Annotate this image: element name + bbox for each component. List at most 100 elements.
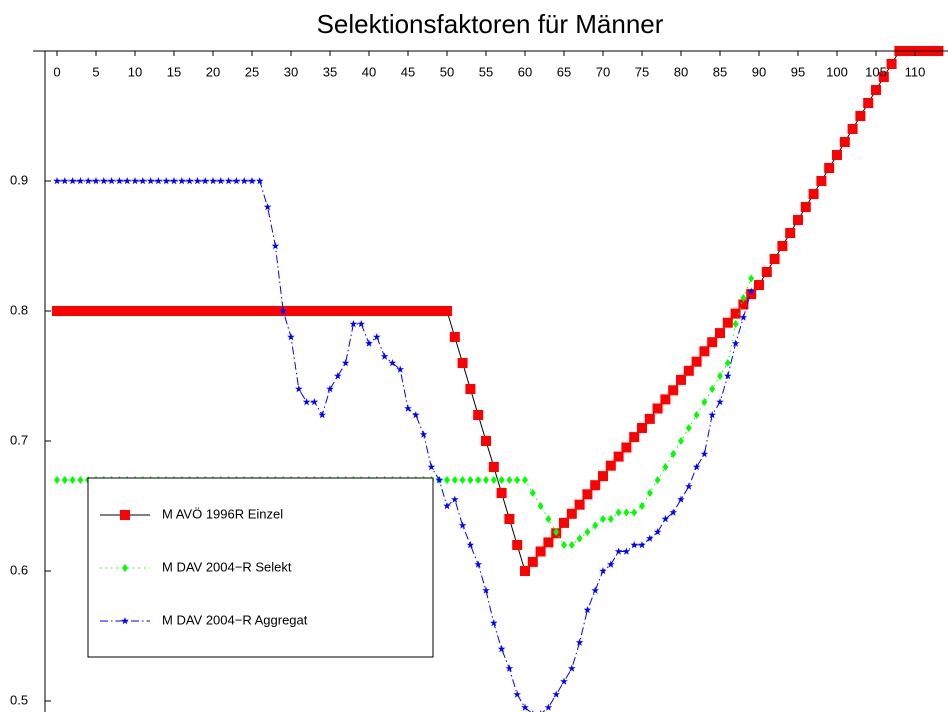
marker-diamond xyxy=(693,411,700,419)
marker-star xyxy=(599,567,607,575)
marker-square xyxy=(730,308,741,319)
x-tick-label: 95 xyxy=(791,64,805,79)
marker-square xyxy=(465,384,476,394)
y-tick-label: 0.6 xyxy=(10,562,28,577)
marker-square xyxy=(239,306,250,316)
marker-star xyxy=(162,177,170,185)
marker-square xyxy=(512,540,523,550)
marker-square xyxy=(613,451,624,462)
marker-square xyxy=(208,306,218,316)
marker-star xyxy=(427,463,436,471)
marker-square xyxy=(535,546,546,557)
marker-diamond xyxy=(717,372,723,380)
marker-star xyxy=(474,560,482,568)
marker-diamond xyxy=(444,476,450,484)
marker-diamond xyxy=(514,476,521,484)
marker-square xyxy=(325,306,335,316)
marker-star xyxy=(170,177,178,185)
marker-square xyxy=(488,462,499,472)
marker-star xyxy=(591,586,599,594)
marker-square xyxy=(403,306,413,316)
marker-diamond xyxy=(678,437,684,445)
marker-square xyxy=(473,410,484,420)
marker-star xyxy=(123,177,131,185)
marker-square xyxy=(496,488,507,498)
marker-diamond xyxy=(685,424,692,432)
x-tick-label: 30 xyxy=(284,64,298,79)
marker-square xyxy=(699,346,710,357)
marker-square xyxy=(169,306,179,316)
marker-square xyxy=(145,306,156,316)
marker-diamond xyxy=(584,528,591,536)
marker-square xyxy=(215,306,226,316)
marker-diamond xyxy=(54,476,60,484)
marker-star xyxy=(700,450,709,458)
marker-star xyxy=(583,606,592,614)
marker-star xyxy=(466,541,475,549)
marker-diamond xyxy=(623,508,630,517)
marker-square xyxy=(114,306,125,316)
marker-star xyxy=(232,177,241,185)
marker-square xyxy=(106,306,117,316)
x-tick-label: 45 xyxy=(401,64,415,79)
marker-square xyxy=(332,306,343,316)
marker-diamond xyxy=(483,476,489,484)
marker-star xyxy=(435,476,443,484)
marker-square xyxy=(379,306,390,316)
marker-diamond xyxy=(654,476,661,484)
marker-star xyxy=(115,177,124,185)
marker-square xyxy=(137,306,148,316)
marker-diamond xyxy=(537,502,544,510)
marker-square xyxy=(644,413,655,424)
marker-star xyxy=(53,177,61,185)
marker-star xyxy=(302,398,311,406)
marker-star xyxy=(349,320,358,328)
marker-star xyxy=(560,677,568,685)
marker-star xyxy=(139,177,147,185)
marker-square xyxy=(590,480,601,491)
marker-diamond xyxy=(459,476,466,484)
marker-square xyxy=(863,98,874,108)
chart-title: Selektionsfaktoren für Männer xyxy=(317,9,664,39)
marker-square xyxy=(91,306,101,316)
marker-diamond xyxy=(467,476,474,484)
marker-square xyxy=(356,306,367,316)
marker-star xyxy=(131,177,139,185)
marker-square xyxy=(637,423,647,433)
marker-diamond xyxy=(545,515,552,523)
x-tick-label: 25 xyxy=(245,64,259,79)
marker-star xyxy=(575,638,584,646)
x-tick-label: 40 xyxy=(362,64,376,79)
marker-star xyxy=(326,385,334,393)
marker-diamond xyxy=(670,450,677,458)
marker-square xyxy=(855,111,866,121)
x-tick-label: 65 xyxy=(557,64,571,79)
marker-star xyxy=(630,541,638,549)
marker-square xyxy=(559,517,569,528)
marker-star xyxy=(412,411,420,419)
x-tick-label: 80 xyxy=(674,64,688,79)
marker-star xyxy=(747,287,755,295)
marker-square xyxy=(878,72,889,82)
marker-diamond xyxy=(522,476,528,484)
marker-star xyxy=(646,534,654,542)
marker-square xyxy=(192,306,203,316)
marker-diamond xyxy=(122,564,128,572)
marker-star xyxy=(497,645,506,653)
marker-star xyxy=(404,404,412,412)
marker-star xyxy=(365,339,373,347)
marker-star xyxy=(334,372,342,380)
y-tick-label: 0.5 xyxy=(10,692,28,707)
x-tick-label: 20 xyxy=(206,64,220,79)
marker-star xyxy=(61,177,69,185)
marker-square xyxy=(605,460,616,471)
marker-diamond xyxy=(631,508,638,517)
marker-star xyxy=(193,177,202,185)
marker-square xyxy=(746,289,757,300)
legend-label: M AVÖ 1996R Einzel xyxy=(162,506,283,521)
marker-star xyxy=(396,365,404,373)
marker-star xyxy=(341,359,350,367)
marker-square xyxy=(67,306,78,316)
marker-star xyxy=(716,398,724,406)
marker-star xyxy=(248,177,256,185)
